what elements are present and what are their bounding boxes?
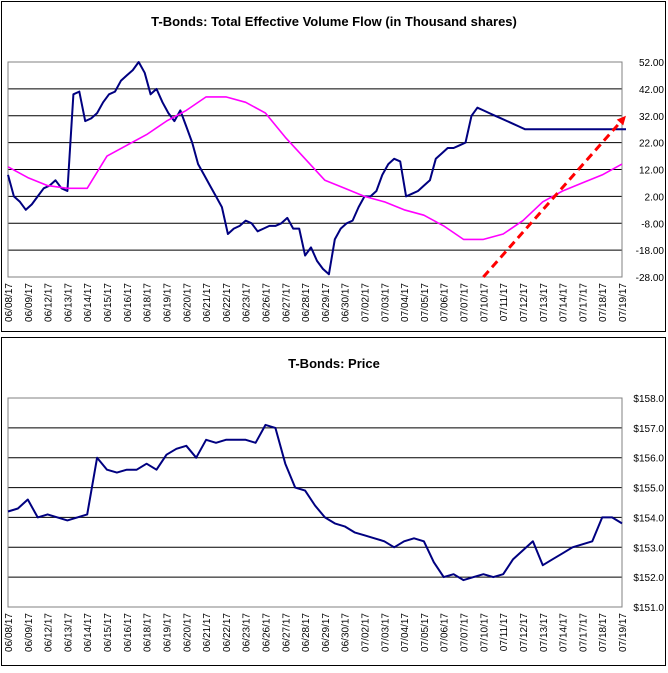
price-x-tick-label: 06/12/17: [44, 613, 55, 652]
volume-series-line-1: [7, 61, 626, 276]
volume-x-tick-label: 07/06/17: [440, 283, 451, 322]
volume-x-tick-label: 06/15/17: [103, 283, 114, 322]
price-plot-area: [7, 397, 623, 608]
price-x-tick-label: 07/02/17: [361, 613, 372, 652]
price-x-tick-label: 06/18/17: [143, 613, 154, 652]
volume-x-tick-label: 07/10/17: [479, 283, 490, 322]
price-chart: $158.0 $157.0 $156.0 $155.0 $154.0 $153.0 $152…: [4, 394, 664, 652]
volume-x-tick-label: 07/17/17: [578, 283, 589, 322]
volume-y-tick-label: -18.00: [636, 246, 665, 257]
price-y-tick-label: $152.0: [633, 573, 664, 584]
volume-x-tick-label: 07/05/17: [420, 283, 431, 322]
volume-x-tick-label: 07/18/17: [598, 283, 609, 322]
volume-y-tick-label: 52.00: [639, 58, 664, 69]
volume-x-tick-label: 07/13/17: [539, 283, 550, 322]
volume-x-tick-label: 06/09/17: [24, 283, 35, 322]
volume-x-tick-label: 06/20/17: [182, 283, 193, 322]
price-x-tick-label: 06/13/17: [63, 613, 74, 652]
price-x-tick-label: 07/19/17: [618, 613, 629, 652]
price-x-tick-label: 06/30/17: [341, 613, 352, 652]
volume-x-tick-label: 06/22/17: [222, 283, 233, 322]
price-x-tick-label: 07/11/17: [499, 613, 510, 652]
volume-x-tick-label: 07/07/17: [460, 283, 471, 322]
volume-y-tick-label: -28.00: [636, 273, 665, 284]
price-x-tick-label: 06/20/17: [182, 613, 193, 652]
price-x-tick-label: 07/13/17: [539, 613, 550, 652]
volume-x-tick-label: 07/19/17: [618, 283, 629, 322]
volume-y-tick-label: 22.00: [639, 139, 664, 150]
volume-x-tick-label: 06/28/17: [301, 283, 312, 322]
volume-series-line-2: [7, 96, 623, 241]
price-y-tick-label: $157.0: [633, 424, 664, 435]
volume-x-tick-label: 06/08/17: [4, 283, 15, 322]
volume-chart: 52.00 42.00 32.00 22.00 12.00 2.00 -8.00 -18.00…: [4, 58, 664, 322]
price-x-tick-label: 07/06/17: [440, 613, 451, 652]
volume-x-tick-label: 07/14/17: [559, 283, 570, 322]
volume-x-tick-label: 06/18/17: [143, 283, 154, 322]
volume-chart-title: T-Bonds: Total Effective Volume Flow (in…: [151, 14, 517, 29]
volume-x-tick-label: 06/19/17: [163, 283, 174, 322]
price-y-tick-label: $156.0: [633, 454, 664, 465]
volume-x-tick-label: 07/03/17: [380, 283, 391, 322]
volume-x-tick-label: 06/23/17: [242, 283, 253, 322]
price-y-tick-label: $154.0: [633, 513, 664, 524]
price-x-tick-label: 06/28/17: [301, 613, 312, 652]
price-y-tick-label: $153.0: [633, 543, 664, 554]
volume-y-tick-label: 12.00: [639, 166, 664, 177]
price-y-tick-label: $155.0: [633, 484, 664, 495]
price-chart-title: T-Bonds: Price: [288, 356, 380, 371]
price-x-tick-label: 07/04/17: [400, 613, 411, 652]
volume-trend-arrow-line: [482, 122, 621, 278]
volume-x-tick-label: 06/27/17: [281, 283, 292, 322]
price-x-tick-label: 06/15/17: [103, 613, 114, 652]
price-x-tick-label: 07/12/17: [519, 613, 530, 652]
price-x-tick-label: 06/09/17: [24, 613, 35, 652]
price-x-tick-label: 06/19/17: [163, 613, 174, 652]
price-x-tick-label: 07/14/17: [559, 613, 570, 652]
volume-x-tick-label: 06/14/17: [83, 283, 94, 322]
volume-x-tick-label: 06/21/17: [202, 283, 213, 322]
volume-x-tick-label: 06/12/17: [44, 283, 55, 322]
price-x-tick-label: 06/16/17: [123, 613, 134, 652]
price-x-tick-label: 07/17/17: [578, 613, 589, 652]
price-x-tick-label: 06/08/17: [4, 613, 15, 652]
price-x-tick-label: 07/07/17: [460, 613, 471, 652]
price-x-tick-label: 06/27/17: [281, 613, 292, 652]
volume-x-tick-label: 07/12/17: [519, 283, 530, 322]
price-x-tick-label: 07/05/17: [420, 613, 431, 652]
volume-y-tick-label: 2.00: [645, 192, 665, 203]
volume-y-tick-label: 42.00: [639, 85, 664, 96]
price-x-tick-label: 06/21/17: [202, 613, 213, 652]
price-x-tick-label: 06/29/17: [321, 613, 332, 652]
price-x-tick-label: 07/10/17: [479, 613, 490, 652]
volume-x-tick-label: 06/13/17: [63, 283, 74, 322]
price-x-tick-label: 06/22/17: [222, 613, 233, 652]
volume-y-tick-label: -8.00: [641, 219, 664, 230]
price-x-tick-label: 06/26/17: [262, 613, 273, 652]
volume-plot-area: [7, 61, 623, 278]
volume-x-tick-label: 06/26/17: [262, 283, 273, 322]
price-y-tick-label: $151.0: [633, 603, 664, 614]
volume-x-tick-label: 06/16/17: [123, 283, 134, 322]
volume-x-tick-label: 06/30/17: [341, 283, 352, 322]
price-series-line-1: [7, 423, 623, 582]
price-x-tick-label: 06/14/17: [83, 613, 94, 652]
price-x-tick-label: 06/23/17: [242, 613, 253, 652]
price-x-tick-label: 07/18/17: [598, 613, 609, 652]
volume-y-tick-label: 32.00: [639, 112, 664, 123]
price-y-tick-label: $158.0: [633, 394, 664, 405]
volume-x-tick-label: 07/02/17: [361, 283, 372, 322]
volume-x-tick-label: 06/29/17: [321, 283, 332, 322]
volume-x-tick-label: 07/04/17: [400, 283, 411, 322]
volume-trend-arrow-head: [616, 115, 626, 126]
volume-x-tick-label: 07/11/17: [499, 283, 510, 322]
price-x-tick-label: 07/03/17: [380, 613, 391, 652]
price-chart-frame: [1, 337, 666, 666]
